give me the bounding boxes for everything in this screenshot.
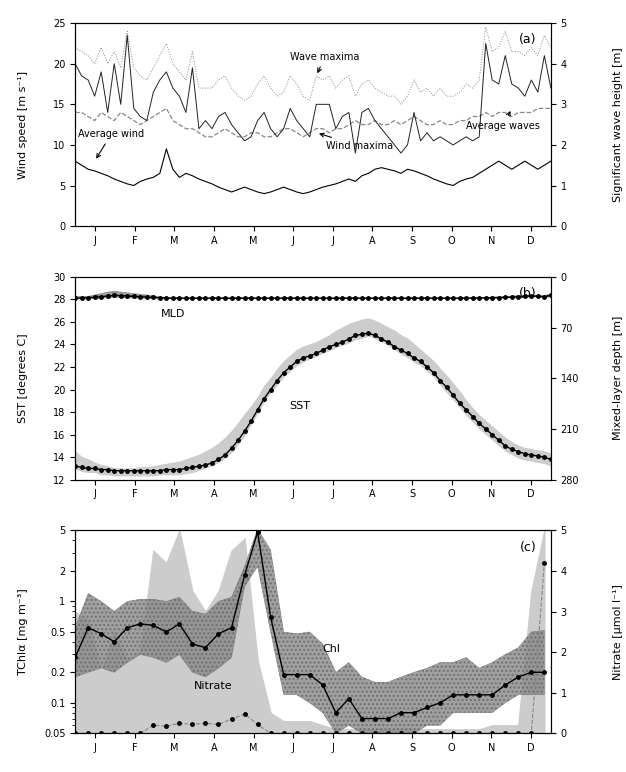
Text: Wave maxima: Wave maxima bbox=[290, 52, 359, 73]
Y-axis label: Mixed-layer depth [m]: Mixed-layer depth [m] bbox=[613, 316, 623, 441]
Text: Chl: Chl bbox=[322, 644, 341, 654]
Text: (a): (a) bbox=[519, 33, 536, 46]
Y-axis label: Wind speed [m s⁻¹]: Wind speed [m s⁻¹] bbox=[18, 70, 28, 178]
Text: Nitrate: Nitrate bbox=[194, 681, 233, 691]
Text: Average waves: Average waves bbox=[466, 112, 540, 130]
Y-axis label: TChlα [mg m⁻³]: TChlα [mg m⁻³] bbox=[18, 588, 28, 676]
Text: SST: SST bbox=[289, 401, 310, 411]
Text: (c): (c) bbox=[520, 540, 536, 554]
Y-axis label: Significant wave height [m]: Significant wave height [m] bbox=[613, 47, 623, 202]
Text: Wind maxima: Wind maxima bbox=[320, 134, 393, 151]
Y-axis label: Nitrate [μmol l⁻¹]: Nitrate [μmol l⁻¹] bbox=[613, 584, 623, 680]
Y-axis label: SST [degrees C]: SST [degrees C] bbox=[18, 334, 28, 423]
Text: Average wind: Average wind bbox=[78, 129, 145, 157]
Text: MLD: MLD bbox=[161, 310, 185, 320]
Text: (b): (b) bbox=[519, 287, 536, 300]
